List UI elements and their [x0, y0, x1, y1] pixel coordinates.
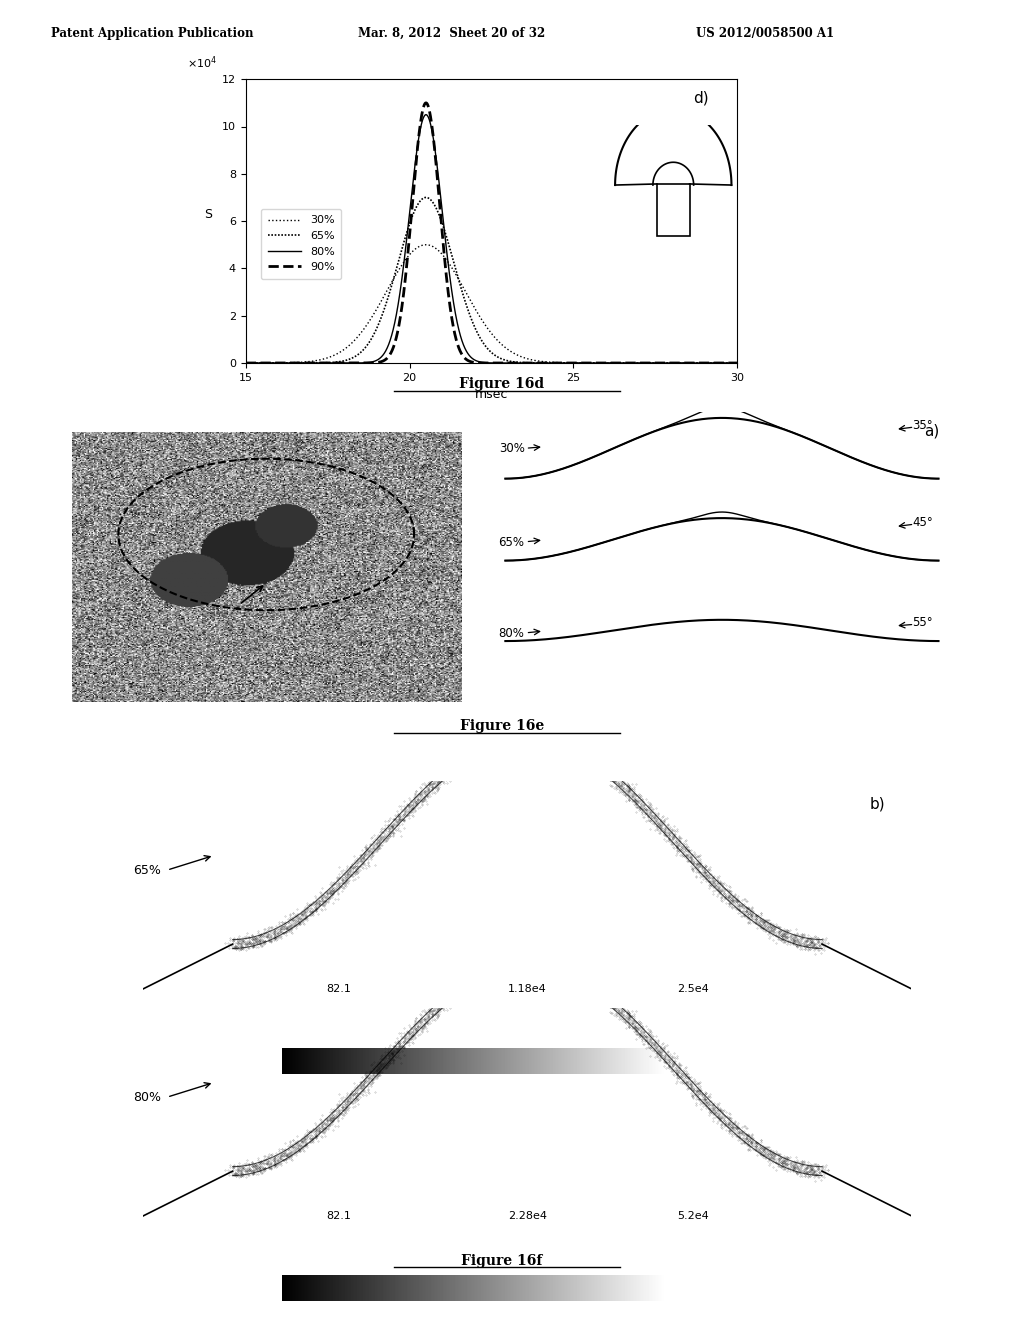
Text: b): b) [870, 796, 886, 812]
90% [420, 95, 432, 111]
Y-axis label: S: S [204, 209, 212, 220]
X-axis label: msec: msec [475, 388, 508, 401]
Text: 45°: 45° [912, 516, 933, 529]
Legend: 30%, 65%, 80%, 90%: 30%, 65%, 80%, 90% [261, 209, 341, 279]
65% [296, 355, 308, 371]
30% [731, 355, 743, 371]
Line: 30%: 30% [246, 244, 737, 363]
90% [731, 355, 743, 371]
90% [669, 355, 681, 371]
Text: Mar. 8, 2012  Sheet 20 of 32: Mar. 8, 2012 Sheet 20 of 32 [358, 26, 546, 40]
Text: Figure 16d: Figure 16d [459, 378, 545, 391]
Text: 80%: 80% [499, 627, 524, 640]
30% [420, 236, 432, 252]
Text: 2.5e4: 2.5e4 [677, 983, 709, 994]
65% [722, 355, 734, 371]
65% [420, 190, 432, 206]
80% [731, 355, 743, 371]
Text: US 2012/0058500 A1: US 2012/0058500 A1 [696, 26, 835, 40]
65% [450, 261, 462, 277]
Text: Figure 16e: Figure 16e [460, 719, 544, 733]
65% [428, 197, 440, 213]
Line: 80%: 80% [246, 115, 737, 363]
30% [669, 355, 681, 371]
80% [669, 355, 681, 371]
Text: 80%: 80% [133, 1090, 161, 1104]
Text: 65%: 65% [133, 863, 161, 876]
65% [669, 355, 681, 371]
90% [240, 355, 252, 371]
Text: a): a) [924, 424, 939, 440]
80% [722, 355, 734, 371]
Text: 2.28e4: 2.28e4 [508, 1210, 547, 1221]
Text: 55°: 55° [912, 616, 933, 630]
65% [731, 355, 743, 371]
Text: 1.18e4: 1.18e4 [508, 983, 547, 994]
65% [325, 355, 337, 371]
Line: 65%: 65% [246, 198, 737, 363]
Text: 5.2e4: 5.2e4 [677, 1210, 709, 1221]
80% [420, 107, 432, 123]
Bar [657, 183, 689, 236]
90% [325, 355, 337, 371]
Text: 30%: 30% [499, 442, 524, 455]
Text: 65%: 65% [499, 536, 524, 549]
65% [240, 355, 252, 371]
30% [325, 348, 337, 364]
30% [428, 239, 440, 255]
30% [722, 355, 734, 371]
30% [296, 354, 308, 370]
Text: 35°: 35° [912, 418, 933, 432]
80% [240, 355, 252, 371]
Text: $\times 10^4$: $\times 10^4$ [186, 54, 217, 71]
Line: 90%: 90% [246, 103, 737, 363]
80% [450, 308, 462, 323]
80% [325, 355, 337, 371]
90% [428, 140, 440, 156]
Text: d): d) [693, 91, 709, 106]
90% [722, 355, 734, 371]
Text: Patent Application Publication: Patent Application Publication [51, 26, 254, 40]
80% [296, 355, 308, 371]
Text: 82.1: 82.1 [326, 983, 351, 994]
30% [240, 355, 252, 371]
Text: Figure 16f: Figure 16f [461, 1254, 543, 1267]
80% [428, 137, 440, 153]
90% [450, 330, 462, 346]
30% [450, 267, 462, 282]
Text: 82.1: 82.1 [326, 1210, 351, 1221]
90% [296, 355, 308, 371]
